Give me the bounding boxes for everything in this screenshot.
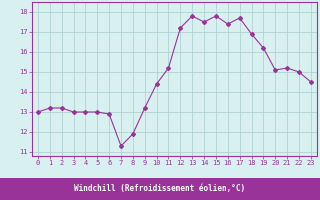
- Text: Windchill (Refroidissement éolien,°C): Windchill (Refroidissement éolien,°C): [75, 184, 245, 194]
